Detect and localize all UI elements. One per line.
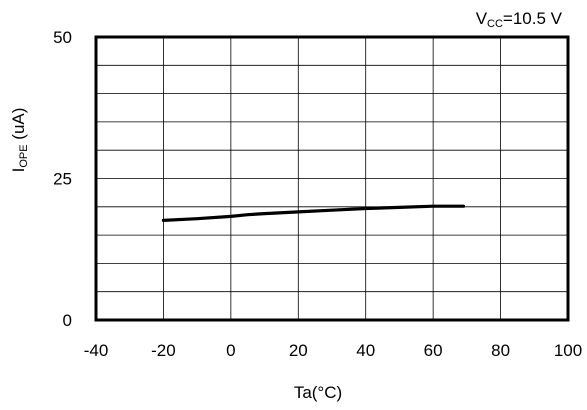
y-axis-label-rest: (uA) bbox=[9, 108, 28, 145]
vcc-annotation-main: V bbox=[476, 9, 488, 28]
plot-frame bbox=[94, 35, 570, 322]
y-tick-labels: 0 25 50 bbox=[53, 28, 72, 330]
x-tick-label: 0 bbox=[226, 341, 235, 360]
x-tick-label: -20 bbox=[151, 341, 176, 360]
x-tick-label: 100 bbox=[554, 341, 582, 360]
x-tick-label: 80 bbox=[491, 341, 510, 360]
y-axis-label-sub: OPE bbox=[18, 144, 30, 167]
x-axis-label: Ta(°C) bbox=[294, 383, 342, 402]
x-tick-label: 20 bbox=[289, 341, 308, 360]
x-tick-label: 60 bbox=[424, 341, 443, 360]
grid bbox=[96, 37, 568, 320]
vcc-annotation-sub: CC bbox=[487, 18, 503, 30]
vcc-annotation-rest: =10.5 V bbox=[503, 9, 563, 28]
y-tick-label: 25 bbox=[53, 170, 72, 189]
vcc-annotation: VCC=10.5 V bbox=[476, 9, 563, 30]
x-tick-labels: -40 -20 0 20 40 60 80 100 bbox=[84, 341, 582, 360]
y-axis-label: IOPE (uA) bbox=[9, 108, 30, 173]
y-tick-label: 50 bbox=[53, 28, 72, 47]
y-axis-label-main: I bbox=[9, 168, 28, 173]
series-group bbox=[161, 204, 466, 222]
series-line bbox=[161, 204, 466, 222]
y-tick-label: 0 bbox=[63, 311, 72, 330]
x-tick-label: 40 bbox=[356, 341, 375, 360]
x-tick-label: -40 bbox=[84, 341, 109, 360]
